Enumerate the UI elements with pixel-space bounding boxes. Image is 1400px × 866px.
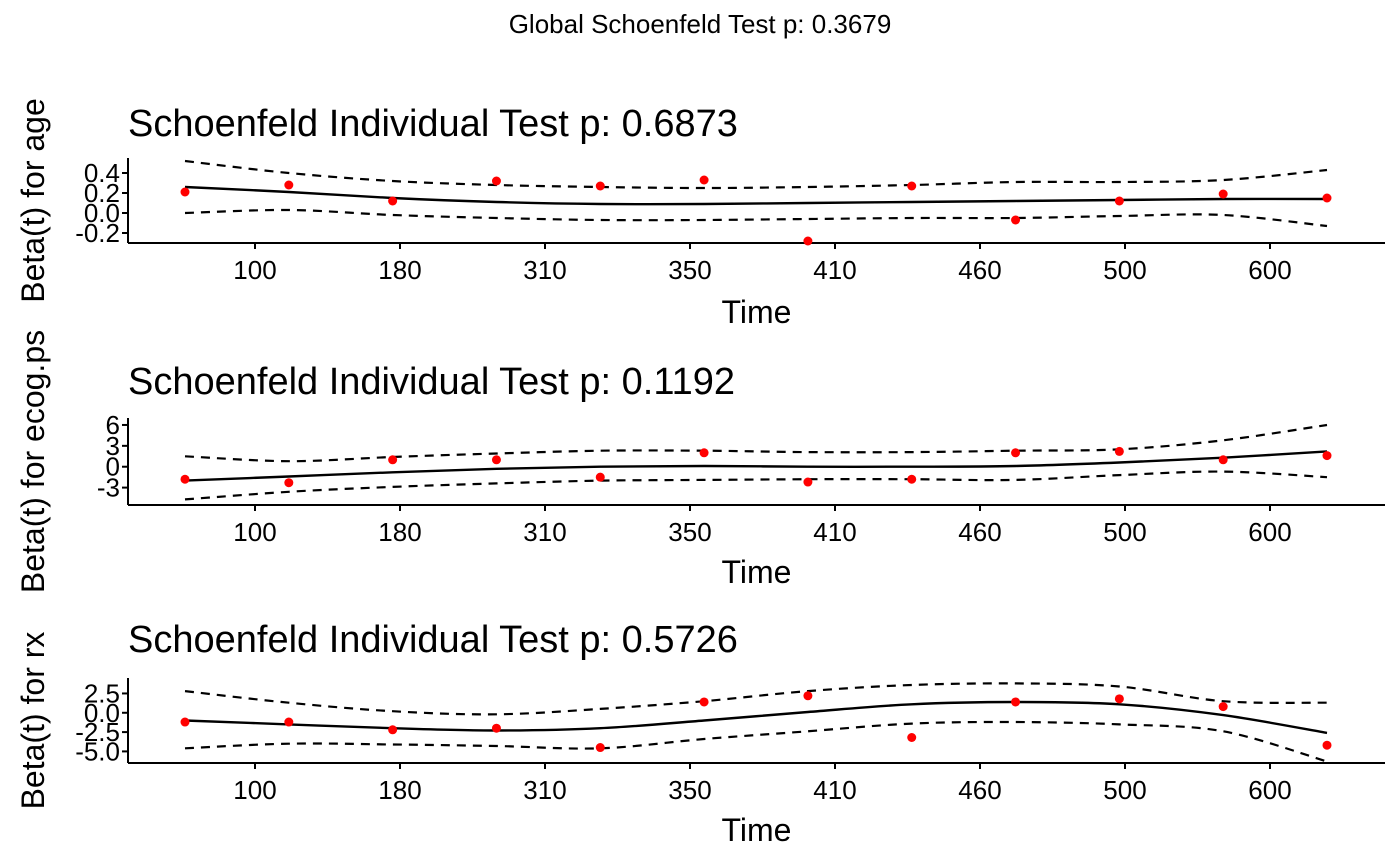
x-tick-label: 600 — [1248, 775, 1291, 805]
x-tick-label: 100 — [233, 775, 276, 805]
x-tick-label: 180 — [378, 517, 421, 547]
plot-marks: -5.0-2.50.02.5 100 180 310 350 410 460 500 600 — [75, 678, 1385, 805]
residual-point — [1322, 451, 1332, 461]
y-tick-label: -0.2 — [75, 218, 120, 248]
residual-point — [284, 717, 294, 727]
residual-point — [1011, 215, 1021, 225]
residual-point — [180, 474, 190, 484]
lower-confidence-band — [184, 208, 1328, 228]
residual-point — [699, 448, 709, 458]
x-axis-title: Time — [722, 812, 792, 848]
x-tick-label: 500 — [1103, 517, 1146, 547]
y-axis-title: Beta(t) for age — [15, 98, 51, 303]
residual-point — [180, 717, 190, 727]
y-tick-label: -2.5 — [75, 717, 120, 747]
x-tick-label: 180 — [378, 255, 421, 285]
residual-point — [491, 723, 501, 733]
x-axis-title: Time — [722, 554, 792, 590]
residual-point — [1011, 448, 1021, 458]
residual-point — [595, 472, 605, 482]
residual-point — [595, 743, 605, 753]
y-tick-label: 0.0 — [84, 698, 120, 728]
y-tick-label: 2.5 — [84, 678, 120, 708]
panel-ecog-ps: Schoenfeld Individual Test p: 0.1192 Bet… — [15, 330, 1385, 593]
residual-point — [388, 455, 398, 465]
y-axis-title: Beta(t) for ecog.ps — [15, 330, 51, 593]
panel-title: Schoenfeld Individual Test p: 0.6873 — [128, 103, 738, 145]
x-tick-label: 410 — [813, 255, 856, 285]
residual-point — [284, 478, 294, 488]
residual-point — [595, 181, 605, 191]
y-tick-label: 0.2 — [84, 178, 120, 208]
x-tick-label: 460 — [958, 775, 1001, 805]
x-tick-label: 350 — [668, 255, 711, 285]
residual-point — [491, 455, 501, 465]
x-tick-label: 460 — [958, 255, 1001, 285]
upper-confidence-band — [184, 159, 1328, 190]
residual-point — [1322, 193, 1332, 203]
residual-point — [1114, 694, 1124, 704]
fitted-beta-line — [184, 700, 1328, 735]
residual-point — [388, 725, 398, 735]
x-tick-label: 500 — [1103, 255, 1146, 285]
x-tick-label: 410 — [813, 517, 856, 547]
residual-point — [491, 176, 501, 186]
residual-point — [180, 187, 190, 197]
residual-point — [907, 474, 917, 484]
x-tick-label: 460 — [958, 517, 1001, 547]
x-tick-label: 500 — [1103, 775, 1146, 805]
x-tick-label: 100 — [233, 517, 276, 547]
x-tick-label: 350 — [668, 775, 711, 805]
x-tick-label: 600 — [1248, 255, 1291, 285]
x-axis-title: Time — [722, 294, 792, 330]
residual-point — [1218, 455, 1228, 465]
y-tick-label: 3 — [106, 431, 120, 461]
global-test-title: Global Schoenfeld Test p: 0.3679 — [509, 9, 892, 39]
residual-point — [803, 477, 813, 487]
lower-confidence-band — [184, 720, 1328, 763]
x-tick-label: 410 — [813, 775, 856, 805]
x-tick-label: 600 — [1248, 517, 1291, 547]
residual-point — [907, 733, 917, 742]
residual-point — [907, 181, 917, 191]
residual-point — [1011, 697, 1021, 707]
y-axis-title: Beta(t) for rx — [15, 632, 51, 810]
residual-point — [1114, 196, 1124, 206]
x-tick-label: 100 — [233, 255, 276, 285]
fitted-beta-line — [184, 185, 1328, 206]
y-tick-label: -5.0 — [75, 736, 120, 766]
panel-age: Schoenfeld Individual Test p: 0.6873 Bet… — [15, 98, 1385, 330]
upper-confidence-band — [184, 423, 1328, 463]
residual-point — [699, 697, 709, 707]
fitted-beta-line — [184, 450, 1328, 482]
upper-confidence-band — [184, 682, 1328, 716]
residual-point — [803, 691, 813, 701]
residual-point — [803, 236, 813, 246]
residual-point — [1218, 702, 1228, 712]
residual-point — [388, 196, 398, 206]
y-tick-label: 0.0 — [84, 198, 120, 228]
lower-confidence-band — [184, 470, 1328, 501]
plot-marks: -0.20.00.20.4 100 180 310 350 410 460 500 600 — [75, 158, 1385, 285]
panel-title: Schoenfeld Individual Test p: 0.5726 — [128, 619, 738, 661]
residual-point — [1322, 740, 1332, 750]
x-tick-label: 180 — [378, 775, 421, 805]
residual-point — [1218, 189, 1228, 199]
panel-title: Schoenfeld Individual Test p: 0.1192 — [128, 361, 735, 403]
y-tick-label: 0.4 — [84, 158, 120, 188]
x-tick-label: 310 — [523, 255, 566, 285]
residual-point — [699, 175, 709, 185]
residual-point — [1114, 446, 1124, 456]
x-tick-label: 310 — [523, 775, 566, 805]
x-tick-label: 310 — [523, 517, 566, 547]
y-tick-label: 0 — [106, 452, 120, 482]
y-tick-label: 6 — [106, 410, 120, 440]
x-tick-label: 350 — [668, 517, 711, 547]
residual-point — [284, 180, 294, 190]
y-tick-label: -3 — [97, 473, 120, 503]
panel-rx: Schoenfeld Individual Test p: 0.5726 Bet… — [15, 619, 1385, 848]
